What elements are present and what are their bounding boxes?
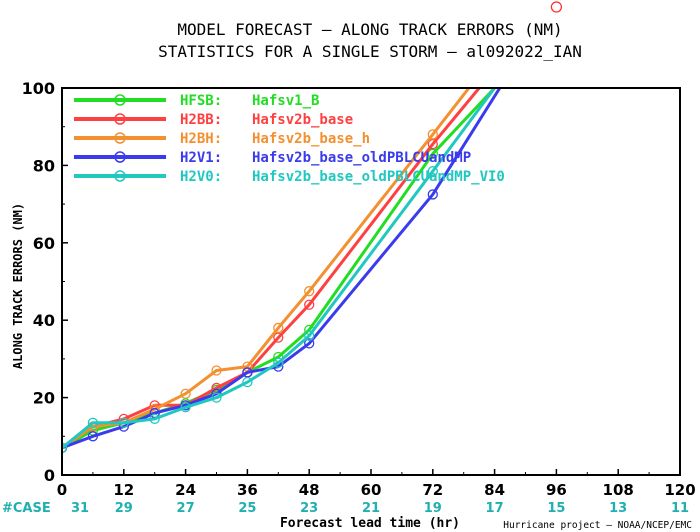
- legend-code-2: H2BH:: [180, 131, 222, 147]
- x-tick-label-9: 108: [603, 481, 634, 499]
- case-count-2: 27: [177, 501, 195, 516]
- x-tick-label-3: 36: [237, 481, 258, 499]
- case-count-7: 17: [486, 501, 504, 516]
- legend-name-0: Hafsv1_B: [252, 93, 319, 109]
- y-tick-label-2: 40: [33, 311, 55, 330]
- legend-marker-3: [114, 151, 126, 163]
- series-point-4-5: [211, 392, 222, 403]
- legend-marker-2: [114, 132, 126, 144]
- x-tick-label-2: 24: [175, 481, 196, 499]
- series-point-4-8: [304, 330, 315, 341]
- y-tick-label-0: 0: [44, 466, 55, 485]
- x-tick-label-5: 60: [361, 481, 382, 499]
- series-point-4-6: [242, 376, 253, 388]
- series-point-2-7: [273, 322, 284, 334]
- case-count-6: 19: [424, 501, 442, 516]
- series-point-4-0: [62, 442, 68, 454]
- series-point-4-4: [180, 402, 191, 413]
- case-count-5: 21: [362, 501, 380, 516]
- credit-text: Hurricane project – NOAA/NCEP/EMC: [503, 520, 692, 531]
- legend-name-4: Hafsv2b_base_oldPBLCUandMP_VI0: [252, 169, 505, 185]
- series-point-2-4: [180, 388, 191, 399]
- x-tick-label-0: 0: [57, 481, 67, 499]
- series-line-4: [62, 88, 496, 450]
- legend-name-2: Hafsv2b_base_h: [252, 131, 370, 147]
- legend-marker-1: [114, 113, 126, 125]
- chart-title: MODEL FORECAST – ALONG TRACK ERRORS (NM): [177, 20, 562, 39]
- x-tick-label-6: 72: [422, 481, 443, 499]
- legend-name-1: Hafsv2b_base: [252, 112, 353, 128]
- series-point-2-8: [304, 286, 315, 297]
- series-point-1-7: [273, 332, 284, 343]
- legend-name-3: Hafsv2b_base_oldPBLCUandMP: [252, 150, 471, 166]
- series-point-4-1: [87, 417, 99, 428]
- case-label: #CASE: [2, 501, 51, 516]
- legend-marker-4: [114, 170, 126, 182]
- series-point-2-5: [211, 365, 222, 376]
- case-count-9: 13: [609, 501, 627, 516]
- series-point-4-2: [118, 417, 129, 428]
- series-point-4-7: [273, 357, 284, 368]
- series-point-3-9: [427, 189, 438, 200]
- series-point-2-9: [427, 129, 438, 140]
- series-point-0-9: [427, 148, 438, 159]
- case-count-3: 25: [238, 501, 256, 516]
- y-tick-label-5: 100: [22, 79, 55, 98]
- case-count-0: 31: [71, 501, 89, 516]
- x-tick-label-8: 96: [546, 481, 567, 499]
- legend-code-4: H2V0:: [180, 169, 222, 185]
- legend-marker-0: [114, 94, 126, 106]
- chart-subtitle: STATISTICS FOR A SINGLE STORM – al092022…: [158, 42, 582, 61]
- case-count-8: 15: [547, 501, 565, 516]
- series-point-1-8: [304, 299, 315, 310]
- x-tick-label-4: 48: [299, 481, 320, 499]
- x-tick-label-1: 12: [113, 481, 134, 499]
- x-tick-label-7: 84: [484, 481, 505, 499]
- y-tick-label-3: 60: [33, 234, 55, 253]
- case-count-10: 11: [671, 501, 689, 516]
- x-axis-label: Forecast lead time (hr): [280, 516, 460, 531]
- case-count-1: 29: [115, 501, 133, 516]
- series-point-4-3: [149, 413, 160, 425]
- series-point-3-1: [87, 431, 99, 442]
- legend-code-0: HFSB:: [180, 93, 222, 109]
- series-point-4-9: [427, 166, 438, 177]
- y-tick-label-4: 80: [33, 156, 55, 175]
- series-point-3-8: [304, 338, 315, 349]
- x-tick-label-10: 120: [664, 481, 695, 499]
- series-point-1-9: [427, 138, 438, 150]
- legend-code-1: H2BB:: [180, 112, 222, 128]
- legend-code-3: H2V1:: [180, 150, 222, 166]
- series-point-3-6: [242, 367, 253, 378]
- y-axis-label: ALONG TRACK ERRORS (NM): [11, 203, 25, 369]
- marker-96h: [550, 1, 563, 13]
- y-tick-label-1: 20: [33, 389, 55, 408]
- case-count-4: 23: [300, 501, 318, 516]
